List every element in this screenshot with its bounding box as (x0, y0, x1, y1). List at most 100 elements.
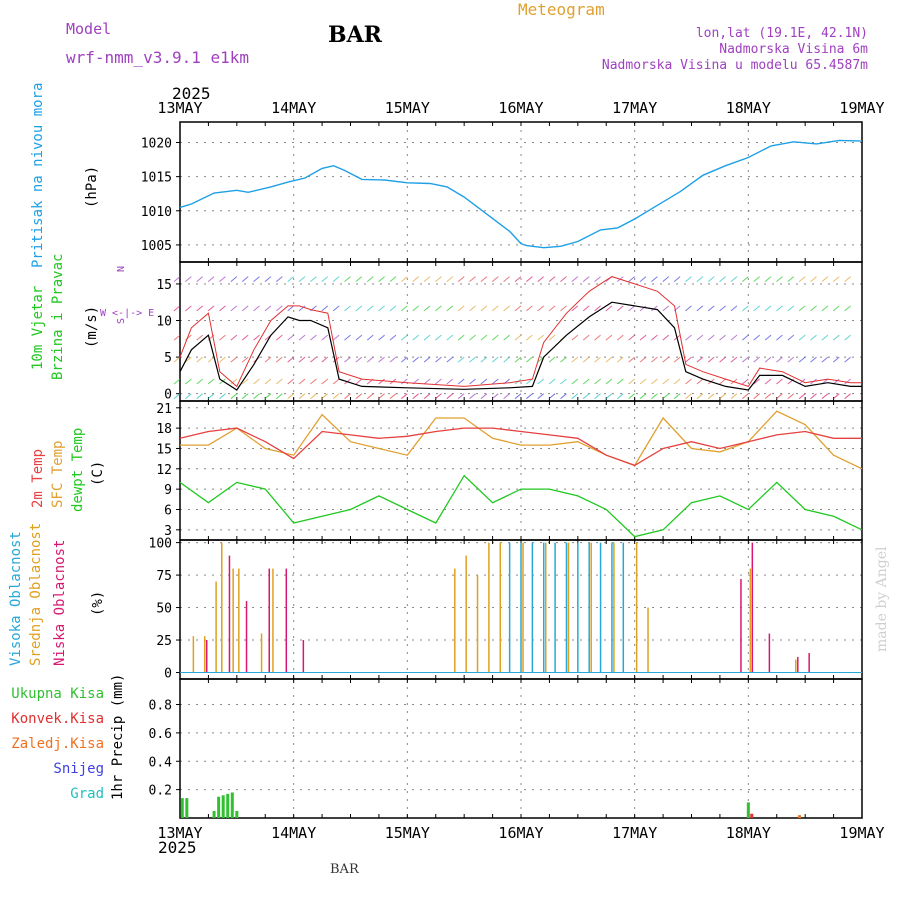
x-tick-label: 17MAY (612, 99, 657, 117)
wind-barb (287, 305, 294, 312)
year-top: 2025 (172, 84, 211, 103)
wind-barb (241, 356, 249, 363)
wind-barb (469, 378, 476, 385)
wind-barb (230, 378, 238, 385)
wind-barb (491, 356, 499, 363)
wind-barb (742, 393, 749, 400)
wind-barb (662, 334, 670, 341)
wind-barb (310, 356, 317, 363)
wind-barb (344, 334, 351, 341)
wind-barb (412, 356, 420, 363)
wind-barb (560, 276, 567, 283)
wind-barb (685, 356, 692, 363)
wind-barb (537, 378, 545, 385)
wind-barb (639, 305, 647, 312)
wind-barb (253, 334, 260, 341)
wind-barb (571, 334, 579, 341)
wind-barb (537, 305, 545, 312)
wind-barb (173, 393, 181, 400)
wind-barb (594, 356, 601, 363)
x-tick-label: 18MAY (726, 824, 771, 842)
wind-barb (185, 393, 192, 400)
precip-bar (235, 810, 239, 818)
wind-barb (196, 393, 204, 400)
wind-barb (719, 276, 726, 283)
wind-barb (832, 356, 840, 363)
wind-barb (344, 393, 351, 400)
wind-barb (639, 276, 647, 283)
x-tick-label: 18MAY (726, 99, 771, 117)
wind-barb (287, 393, 294, 400)
panel-frame (179, 678, 863, 819)
sfc-temp-line (180, 410, 863, 470)
wind-barb (651, 334, 658, 341)
y-tick-label: 6 (164, 503, 172, 518)
y-tick-label: 12 (156, 463, 172, 478)
wind-barb (332, 334, 340, 341)
wind-barb (457, 305, 465, 312)
wind-barb (219, 305, 226, 312)
wind-barb (196, 356, 204, 363)
wind-barb (446, 276, 454, 283)
wind-barb (844, 378, 851, 385)
wind-barb (571, 356, 579, 363)
wind-barb (605, 393, 613, 400)
wind-barb (423, 356, 431, 363)
wind-barb (707, 334, 715, 341)
wind-barb (651, 356, 658, 363)
y-tick-label: 1020 (141, 136, 172, 151)
wind-barb (616, 393, 624, 400)
wind-barb (594, 276, 601, 283)
wind-barb (264, 305, 272, 312)
wind-barb (366, 356, 374, 363)
wind-barb (310, 334, 317, 341)
wind-barb (196, 334, 204, 341)
wind-barb (776, 393, 783, 400)
wind-barb (230, 356, 238, 363)
wind-barb (491, 393, 499, 400)
wind-barb (332, 378, 340, 385)
wind-barb (185, 356, 192, 363)
wind-barb (764, 378, 772, 385)
wind-barb (651, 378, 658, 385)
wind-barb (582, 378, 590, 385)
y-tick-label: 1010 (141, 205, 172, 220)
wind-barb (662, 393, 670, 400)
model-label: Model (66, 20, 112, 38)
wind-barb (662, 356, 670, 363)
wind-barb (207, 356, 215, 363)
x-tick-label: 16MAY (498, 824, 543, 842)
wind-barb (196, 276, 204, 283)
footer-station: BAR (330, 862, 359, 877)
wind-barb (332, 393, 340, 400)
wind-barb (389, 305, 397, 312)
wind-compass-we: W <-|-> E (100, 308, 155, 319)
wind-barb (753, 378, 761, 385)
wind-barb (810, 276, 817, 283)
wind-barb (287, 334, 294, 341)
wind-barb (310, 276, 317, 283)
panel-frame (179, 121, 863, 263)
wind-barb (844, 305, 851, 312)
wind-barb (776, 305, 783, 312)
x-tick-label: 13MAY (157, 99, 202, 117)
wind-barb (685, 276, 692, 283)
wind-barb (457, 276, 465, 283)
wind-barb (332, 276, 340, 283)
wind-barb (696, 334, 704, 341)
wind-barb (571, 393, 579, 400)
wind-barb (628, 334, 635, 341)
wind-barb (616, 305, 624, 312)
wind-barb (185, 334, 192, 341)
x-tick-label: 14MAY (271, 824, 316, 842)
wind-barb (753, 356, 761, 363)
wind-barb (753, 276, 761, 283)
precip-bar (185, 798, 189, 818)
y-tick-label: 0.6 (149, 727, 172, 742)
wind-barb (503, 276, 510, 283)
wind-barb (503, 356, 510, 363)
wind-barb (662, 276, 670, 283)
precip-bar (746, 802, 750, 818)
wind-barb (253, 393, 260, 400)
wind-barb (639, 393, 647, 400)
